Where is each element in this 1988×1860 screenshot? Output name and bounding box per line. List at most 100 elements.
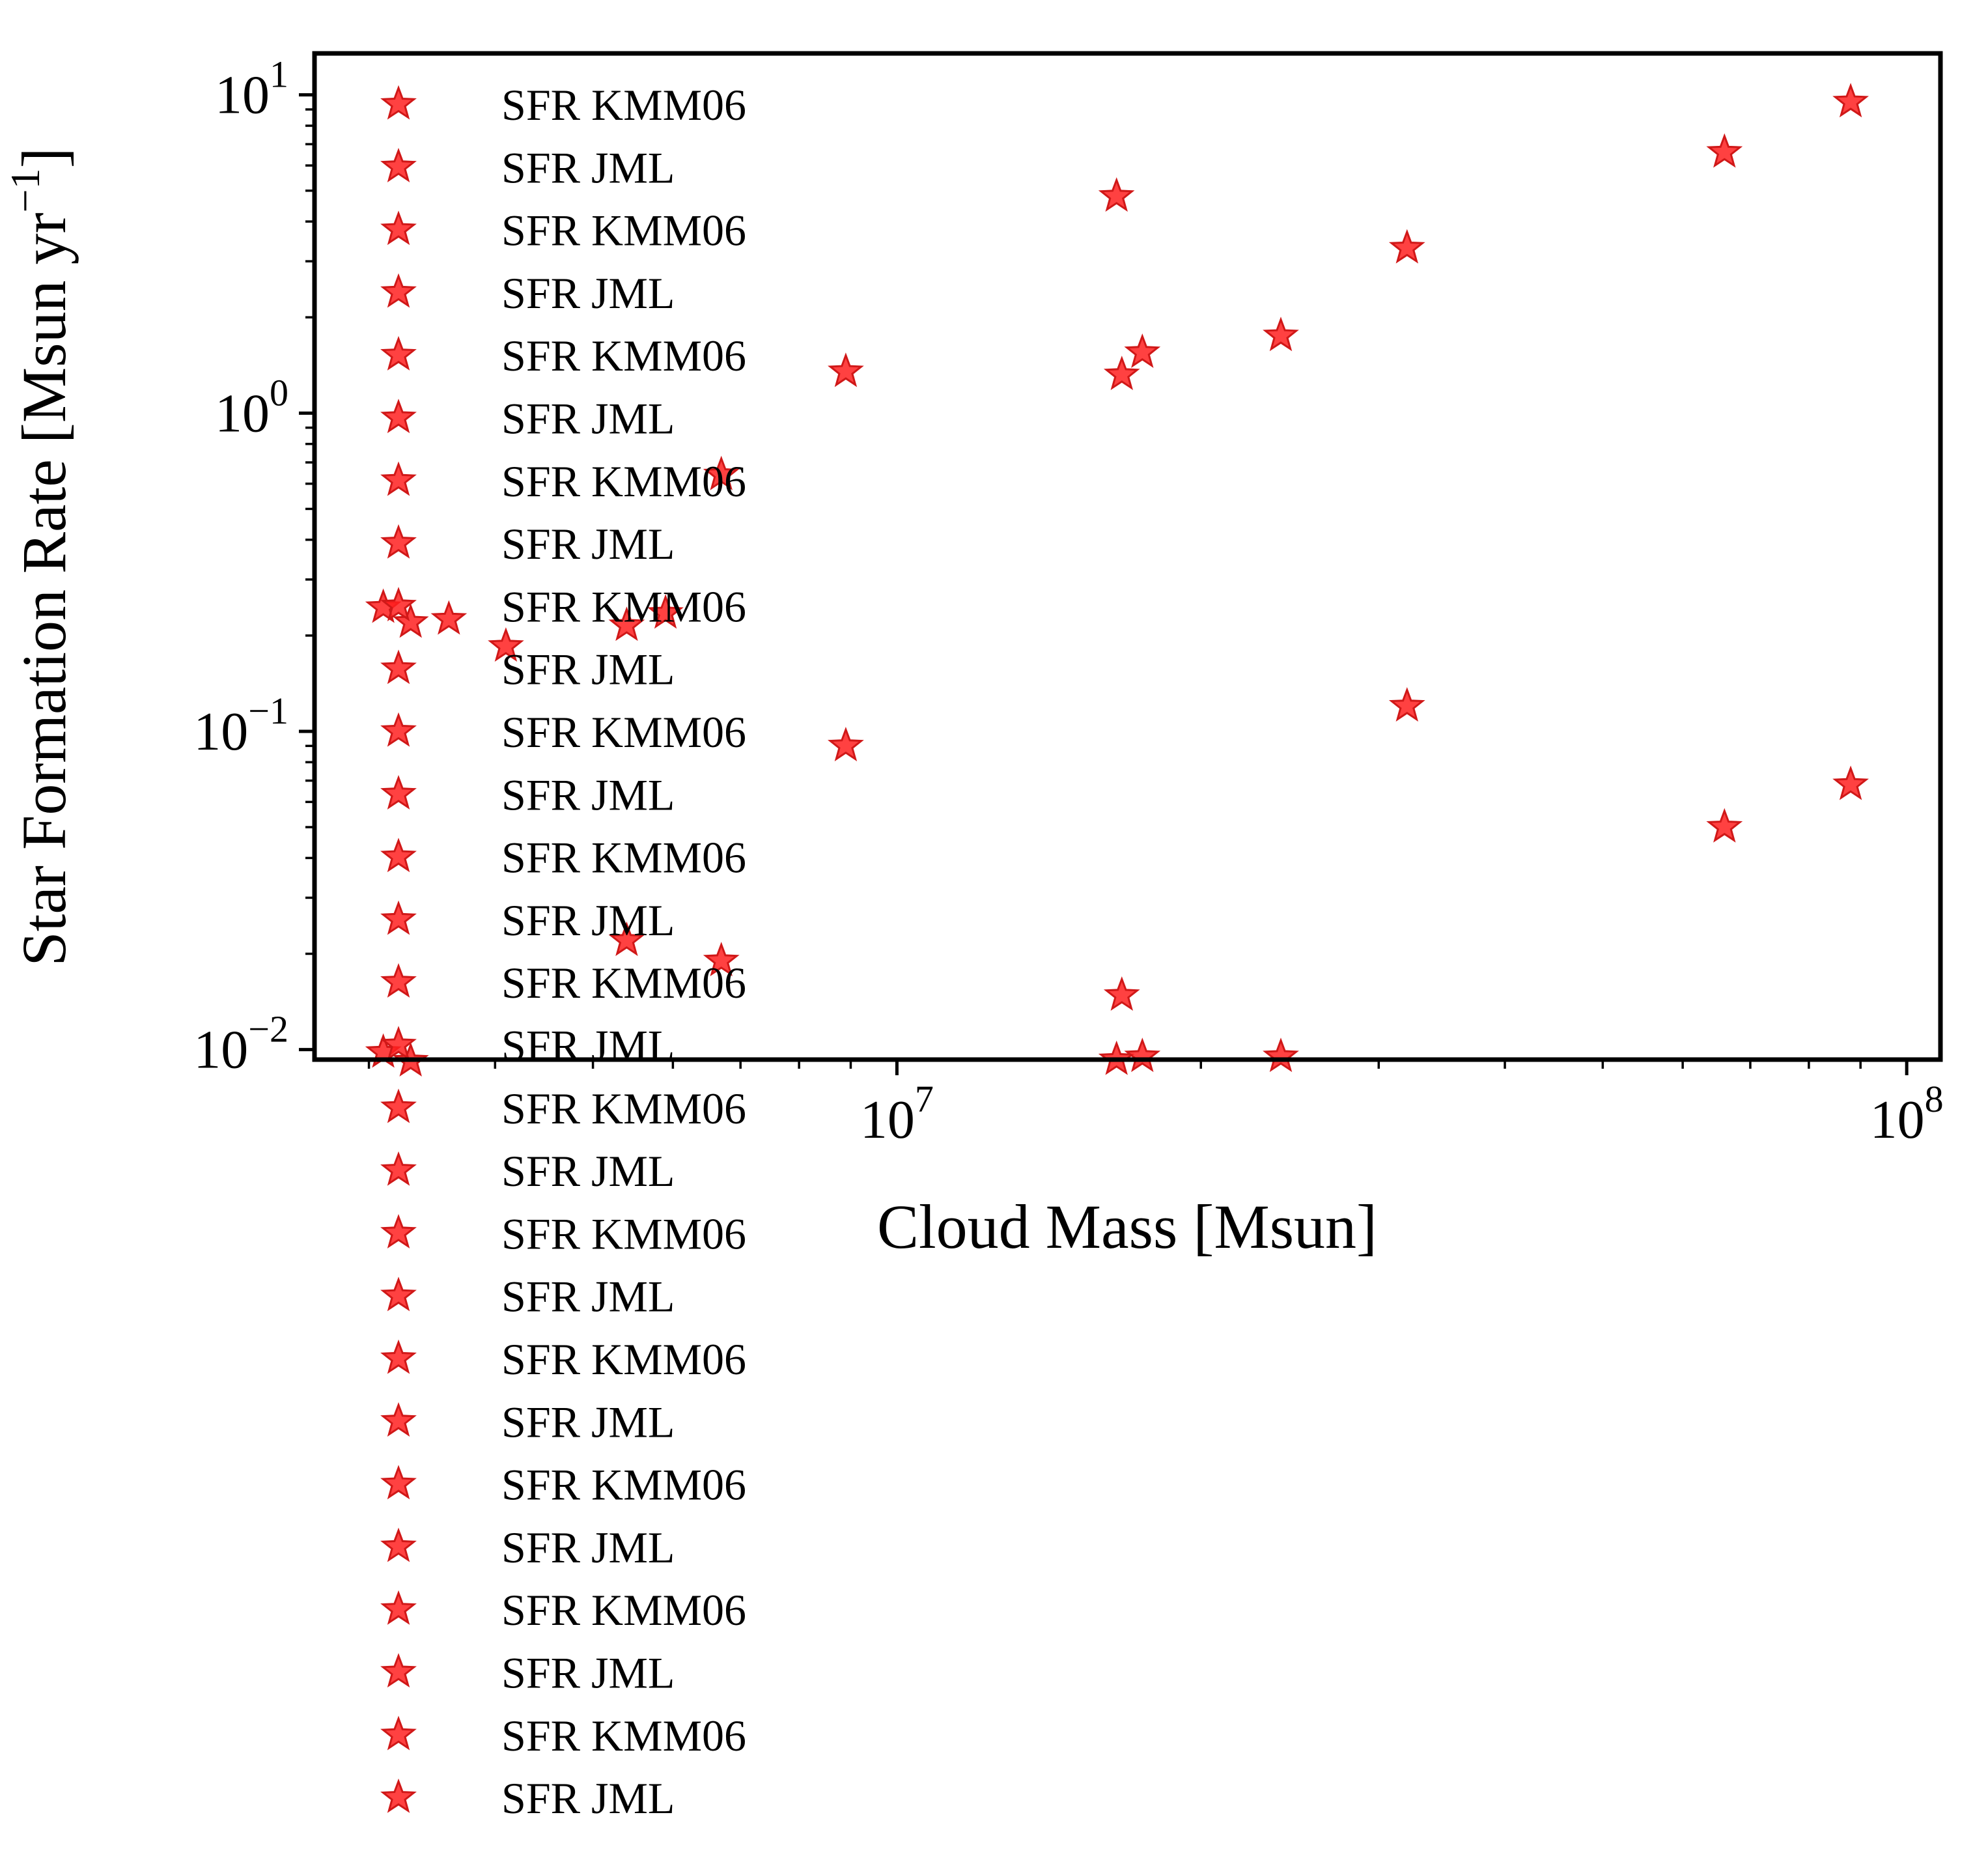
legend-label: SFR KMM06 bbox=[501, 80, 746, 130]
legend-marker bbox=[380, 1088, 417, 1123]
y-axis-title-exp: −1 bbox=[2, 168, 48, 212]
legend-label: SFR KMM06 bbox=[501, 582, 746, 631]
y-axis-title: Star Formation Rate [Msun yr−1] bbox=[2, 147, 79, 966]
data-point bbox=[1263, 317, 1299, 352]
legend-label: SFR KMM06 bbox=[501, 833, 746, 882]
legend-label: SFR JML bbox=[501, 394, 675, 444]
legend-label: SFR JML bbox=[501, 1648, 675, 1698]
y-tick-label-base: 10 bbox=[193, 701, 248, 762]
legend-label: SFR JML bbox=[501, 143, 675, 192]
data-point bbox=[1832, 765, 1869, 800]
points-layer bbox=[365, 83, 1869, 1077]
legend-marker bbox=[380, 712, 417, 747]
data-point bbox=[1832, 83, 1869, 118]
y-tick-label: 101 bbox=[215, 53, 288, 126]
legend-label: SFR JML bbox=[501, 268, 675, 318]
legend-label: SFR JML bbox=[501, 1523, 675, 1572]
legend-marker bbox=[380, 900, 417, 935]
data-point bbox=[828, 727, 864, 761]
data-point bbox=[828, 352, 864, 388]
legend-marker bbox=[380, 1590, 417, 1625]
legend-marker bbox=[380, 1715, 417, 1751]
x-tick-label: 108 bbox=[1870, 1078, 1944, 1150]
y-tick-label-exp: −1 bbox=[248, 690, 288, 732]
data-point bbox=[1388, 229, 1425, 264]
data-point bbox=[703, 455, 740, 490]
legend-label: SFR KMM06 bbox=[501, 707, 746, 757]
legend-label: SFR KMM06 bbox=[501, 958, 746, 1008]
legend-label: SFR JML bbox=[501, 1146, 675, 1196]
legend-marker bbox=[380, 148, 417, 182]
data-point bbox=[1706, 808, 1743, 843]
legend-label: SFR KMM06 bbox=[501, 1585, 746, 1635]
data-point bbox=[608, 922, 645, 956]
legend-marker bbox=[380, 85, 417, 120]
data-point bbox=[1103, 976, 1140, 1011]
data-point bbox=[703, 942, 740, 977]
y-tick-label: 10−2 bbox=[193, 1008, 288, 1080]
legend-label: SFR JML bbox=[501, 519, 675, 569]
legend-label: SFR KMM06 bbox=[501, 1460, 746, 1510]
legend-label: SFR KMM06 bbox=[501, 1711, 746, 1760]
legend-marker bbox=[380, 587, 417, 622]
legend-label: SFR KMM06 bbox=[501, 1334, 746, 1384]
legend-label: SFR KMM06 bbox=[501, 206, 746, 255]
legend-label: SFR JML bbox=[501, 1397, 675, 1446]
legend-label: SFR KMM06 bbox=[501, 457, 746, 506]
data-point bbox=[1706, 133, 1743, 168]
legend-label: SFR JML bbox=[501, 1272, 675, 1321]
legend-marker bbox=[380, 399, 417, 434]
legend-label: SFR JML bbox=[501, 1021, 675, 1071]
y-tick-label-base: 10 bbox=[215, 65, 270, 126]
legend-marker bbox=[380, 1151, 417, 1186]
legend-marker bbox=[380, 273, 417, 308]
y-tick-label-exp: −2 bbox=[248, 1008, 288, 1050]
y-tick-label-base: 10 bbox=[215, 383, 270, 444]
data-point bbox=[1388, 687, 1425, 722]
legend-label: SFR JML bbox=[501, 1773, 675, 1823]
data-point bbox=[392, 603, 429, 638]
legend-marker bbox=[380, 1339, 417, 1374]
y-tick-label: 10−1 bbox=[193, 690, 288, 762]
legend-marker bbox=[380, 335, 417, 371]
legend-marker bbox=[380, 838, 417, 873]
y-axis-title-close: ] bbox=[9, 147, 79, 168]
legend-marker bbox=[380, 649, 417, 684]
x-tick-label-base: 10 bbox=[1870, 1090, 1925, 1150]
data-point bbox=[1124, 1037, 1161, 1073]
x-axis-title: Cloud Mass [Msun] bbox=[877, 1192, 1377, 1261]
x-tick-label-base: 10 bbox=[860, 1090, 915, 1150]
y-tick-label-base: 10 bbox=[193, 1020, 248, 1080]
x-tick-label-exp: 8 bbox=[1925, 1078, 1944, 1120]
legend-label: SFR JML bbox=[501, 895, 675, 945]
legend-marker bbox=[380, 1653, 417, 1688]
x-tick-label: 107 bbox=[860, 1078, 934, 1150]
y-tick-label: 100 bbox=[215, 371, 288, 444]
data-point bbox=[1263, 1037, 1299, 1073]
legend-label: SFR KMM06 bbox=[501, 1084, 746, 1133]
data-point bbox=[647, 594, 684, 629]
legend-marker bbox=[380, 1527, 417, 1562]
data-point bbox=[1103, 356, 1140, 391]
legend-marker bbox=[380, 1276, 417, 1312]
legend-label: SFR KMM06 bbox=[501, 1209, 746, 1258]
legend-marker bbox=[380, 1465, 417, 1500]
legend-marker bbox=[380, 210, 417, 246]
legend-marker bbox=[380, 1402, 417, 1437]
legend-marker bbox=[380, 1778, 417, 1813]
y-tick-label-exp: 1 bbox=[270, 53, 288, 96]
legend-marker bbox=[380, 963, 417, 998]
legend-marker bbox=[380, 1026, 417, 1061]
plot-frame bbox=[312, 51, 1943, 1062]
legend-marker bbox=[380, 461, 417, 496]
legend-marker bbox=[380, 524, 417, 559]
data-point bbox=[430, 600, 468, 635]
legend-label: SFR JML bbox=[501, 770, 675, 819]
y-tick-label-exp: 0 bbox=[270, 371, 288, 414]
legend-label: SFR KMM06 bbox=[501, 331, 746, 380]
data-point bbox=[1124, 333, 1161, 368]
data-point bbox=[1098, 177, 1135, 212]
